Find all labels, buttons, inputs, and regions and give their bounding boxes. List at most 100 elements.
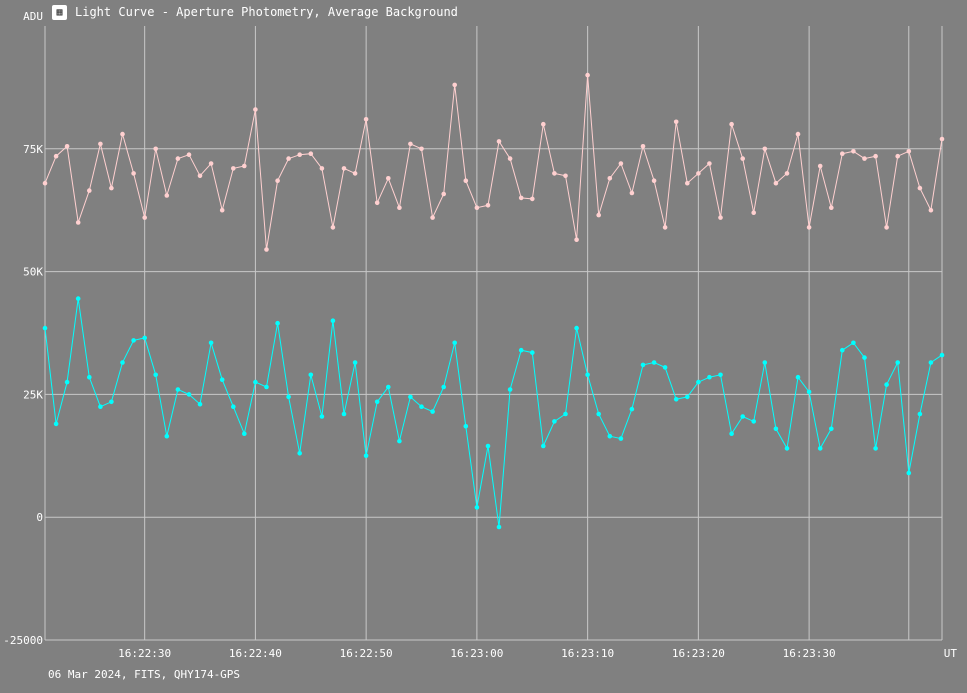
data-point bbox=[164, 193, 170, 198]
data-point bbox=[231, 166, 236, 171]
data-point bbox=[175, 156, 181, 161]
data-point bbox=[596, 411, 601, 417]
chart-title-bar: ▦ Light Curve - Aperture Photometry, Ave… bbox=[52, 3, 458, 21]
y-tick-label: 75K bbox=[23, 143, 43, 156]
data-point bbox=[928, 360, 934, 365]
axes: -25000 0 25K 50K 75K 16:22:30 16:22:40 16:22:50… bbox=[3, 10, 957, 660]
data-point bbox=[707, 161, 712, 166]
y-tick-label: -25000 bbox=[3, 634, 43, 647]
data-point bbox=[42, 325, 48, 331]
data-point bbox=[175, 387, 181, 392]
data-point bbox=[430, 409, 435, 414]
data-point bbox=[729, 121, 734, 127]
data-point bbox=[640, 144, 646, 149]
data-point bbox=[474, 205, 480, 210]
data-point bbox=[696, 171, 701, 176]
data-point bbox=[419, 404, 424, 410]
data-point bbox=[640, 362, 646, 368]
data-point bbox=[64, 379, 70, 385]
data-point bbox=[806, 389, 812, 395]
data-point bbox=[541, 443, 546, 449]
data-point bbox=[862, 355, 867, 360]
data-point bbox=[352, 171, 358, 176]
data-point bbox=[98, 141, 103, 147]
data-point bbox=[397, 205, 402, 210]
data-point bbox=[496, 139, 502, 144]
data-point bbox=[463, 424, 469, 429]
data-point bbox=[53, 421, 59, 427]
data-point bbox=[297, 152, 303, 157]
data-point bbox=[629, 406, 635, 412]
data-point bbox=[851, 340, 856, 346]
data-point bbox=[474, 505, 480, 510]
data-point bbox=[685, 394, 690, 400]
x-tick-label: 16:22:40 bbox=[229, 647, 282, 660]
data-point bbox=[430, 215, 435, 220]
data-point bbox=[596, 212, 601, 218]
data-point bbox=[895, 153, 900, 159]
footer-info: 06 Mar 2024, FITS, QHY174-GPS bbox=[48, 668, 241, 681]
series-line bbox=[44, 75, 943, 250]
data-point bbox=[718, 215, 723, 220]
data-point bbox=[242, 431, 247, 437]
data-point bbox=[352, 360, 358, 365]
data-point bbox=[618, 436, 624, 441]
y-tick-label: 0 bbox=[36, 511, 43, 524]
data-point bbox=[651, 178, 657, 183]
data-point bbox=[784, 171, 790, 176]
x-tick-label: 16:23:30 bbox=[783, 647, 836, 660]
data-point bbox=[374, 200, 380, 206]
y-axis-label: ADU bbox=[23, 10, 43, 23]
data-point bbox=[330, 225, 336, 230]
data-point bbox=[408, 394, 413, 400]
data-point bbox=[817, 163, 823, 169]
y-tick-label: 25K bbox=[23, 388, 43, 401]
data-point bbox=[463, 178, 469, 183]
chart-icon[interactable]: ▦ bbox=[52, 4, 67, 20]
data-point bbox=[341, 166, 347, 171]
data-point bbox=[840, 347, 845, 353]
data-point bbox=[740, 156, 745, 161]
data-point bbox=[773, 180, 779, 186]
data-point bbox=[939, 136, 945, 142]
data-point bbox=[917, 411, 923, 417]
data-point bbox=[906, 470, 912, 476]
data-point bbox=[264, 247, 269, 252]
data-point bbox=[740, 414, 745, 419]
data-point bbox=[264, 384, 269, 390]
data-point bbox=[685, 180, 690, 186]
data-point bbox=[707, 374, 712, 380]
data-point bbox=[862, 156, 867, 161]
data-point bbox=[397, 438, 402, 444]
data-point bbox=[585, 72, 590, 78]
data-point bbox=[507, 156, 513, 161]
data-point bbox=[319, 414, 325, 419]
data-point bbox=[452, 82, 458, 88]
data-point bbox=[319, 166, 325, 171]
data-point bbox=[795, 374, 801, 380]
data-point bbox=[496, 524, 502, 530]
data-point bbox=[795, 131, 801, 137]
data-point bbox=[851, 149, 856, 154]
x-axis-label: UT bbox=[944, 647, 958, 660]
data-point bbox=[662, 365, 668, 370]
data-point bbox=[120, 131, 125, 137]
data-point bbox=[286, 156, 291, 161]
data-point bbox=[197, 173, 203, 179]
data-point bbox=[884, 382, 889, 387]
data-point bbox=[518, 347, 524, 353]
data-point bbox=[817, 446, 823, 451]
data-point bbox=[441, 384, 447, 390]
data-point bbox=[673, 397, 679, 402]
data-point bbox=[98, 404, 103, 410]
data-point bbox=[541, 121, 546, 127]
data-point bbox=[219, 377, 225, 383]
data-point bbox=[120, 360, 125, 365]
data-point bbox=[408, 141, 413, 147]
data-point bbox=[208, 161, 214, 166]
data-point bbox=[131, 338, 136, 343]
data-point bbox=[275, 320, 280, 326]
data-point bbox=[186, 152, 192, 157]
data-point bbox=[441, 191, 447, 197]
